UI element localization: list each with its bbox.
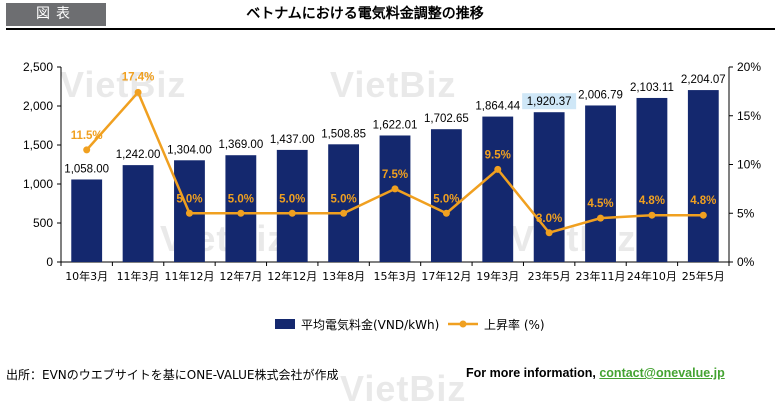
line-point [494,165,502,173]
y-right-tick-label: 5% [737,206,755,220]
line-data-label: 5.0% [176,193,202,205]
line-point [597,214,605,222]
x-tick-label: 10年3月 [65,269,108,283]
line-data-label: 3.0% [536,213,562,225]
y-right-tick-label: 10% [737,158,761,172]
x-tick-label: 11年3月 [117,269,160,283]
bar-data-label: 1,304.00 [167,144,212,156]
bar [379,135,411,262]
bar [636,97,668,262]
x-tick-label: 23年5月 [528,269,571,283]
title-divider [6,28,775,30]
watermark: VietBiz [330,64,457,105]
x-tick-label: 17年12月 [421,269,471,283]
x-tick-label: 15年3月 [374,269,417,283]
line-data-label: 4.8% [639,195,665,207]
legend-bar-label: 平均電気料金(VND/kWh) [301,317,439,332]
x-tick-label: 12年12月 [267,269,317,283]
line-data-label: 11.5% [71,130,103,142]
bar-data-label: 1,920.37 [527,96,572,108]
bar [71,179,103,262]
y-left-tick-label: 2,500 [23,60,53,74]
bar-label-highlight [522,93,577,110]
line-point [288,209,296,217]
bar-data-label: 2,103.11 [630,82,674,94]
bar-data-label: 1,508.85 [321,128,366,140]
bar-data-label: 2,204.07 [681,74,726,86]
y-right-tick-label: 0% [737,255,755,269]
x-tick-label: 24年10月 [627,269,677,283]
legend-line-label: 上昇率 (%) [484,317,545,332]
bar [328,144,360,262]
x-tick-label: 13年8月 [322,269,365,283]
line-data-label: 17.4% [122,71,155,83]
y-left-tick-label: 1,000 [23,177,53,191]
x-tick-label: 19年3月 [476,269,519,283]
more-info: For more information, contact@onevalue.j… [466,366,725,380]
line-point [648,211,656,219]
bar-data-label: 1,437.00 [270,134,315,146]
line-point [699,211,707,219]
bar-data-label: 1,242.00 [116,149,161,161]
bar-data-label: 1,058.00 [64,163,109,175]
page-title: ベトナムにおける電気料金調整の推移 [246,6,484,22]
line-data-label: 7.5% [382,169,408,181]
line-data-label: 5.0% [433,193,459,205]
line-point [545,229,553,237]
line-data-label: 5.0% [279,193,305,205]
x-tick-label: 25年5月 [682,269,725,283]
more-info-text: For more information, [466,366,600,380]
line-point [83,146,91,154]
bar [482,116,514,263]
bar [276,149,308,262]
legend-line-marker [459,320,467,328]
y-left-tick-label: 0 [46,255,53,269]
x-tick-label: 12年7月 [219,269,262,283]
bar-data-label: 1,864.44 [475,101,520,113]
bar-data-label: 2,006.79 [578,89,623,101]
bar [122,165,154,262]
source-note: 出所：EVNのウエブサイトを基にONE-VALUE株式会社が作成 [6,368,339,382]
y-right-tick-label: 20% [737,60,761,74]
y-left-tick-label: 500 [33,216,53,230]
figure-tag: 図表 [6,3,106,26]
y-right-tick-label: 15% [737,109,761,123]
legend-bar-swatch [275,319,295,329]
line-data-label: 9.5% [485,149,511,161]
line-data-label: 5.0% [228,193,254,205]
watermark: VietBiz [340,368,467,409]
bar-data-label: 1,622.01 [373,119,418,131]
line-point [237,209,245,217]
y-left-tick-label: 1,500 [23,138,53,152]
line-point [442,209,450,217]
line-data-label: 5.0% [331,193,357,205]
line-point [134,88,142,96]
bar [430,129,462,262]
bar [225,155,257,262]
bar [687,90,719,262]
y-left-tick-label: 2,000 [23,99,53,113]
bar [585,105,616,262]
bar-data-label: 1,702.65 [424,113,469,125]
line-data-label: 4.5% [587,198,613,210]
line-data-label: 4.8% [690,195,716,207]
line-point [340,209,348,217]
contact-link[interactable]: contact@onevalue.jp [599,366,725,380]
line-point [185,209,193,217]
bar-data-label: 1,369.00 [218,139,263,151]
watermark: VietBiz [60,64,187,105]
x-tick-label: 23年11月 [576,269,626,283]
x-tick-label: 11年12月 [164,269,214,283]
line-point [391,185,399,193]
bar [533,112,565,262]
